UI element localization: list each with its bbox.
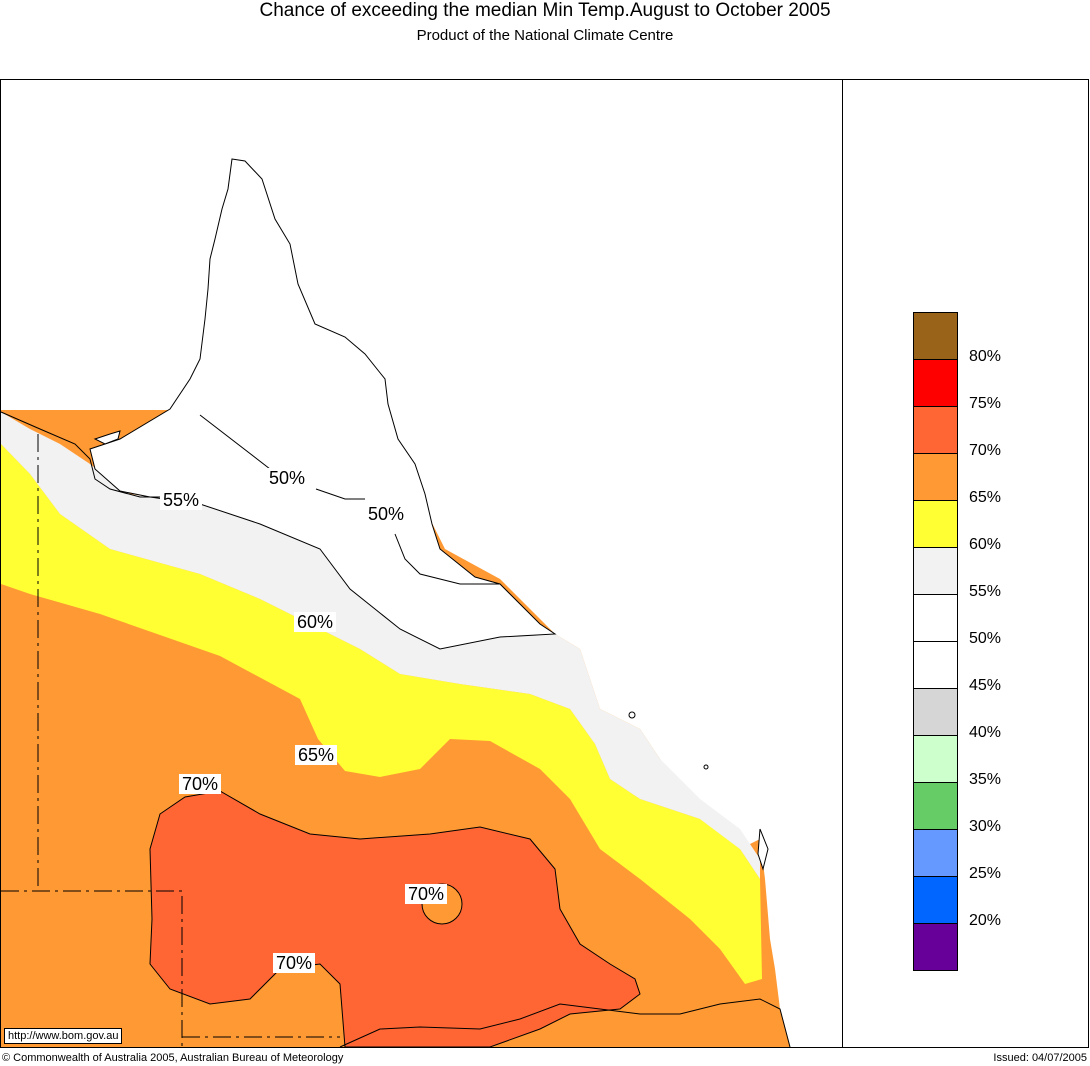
legend-swatch [913,641,958,689]
legend-label: 20% [969,912,1002,929]
map-canvas [0,79,842,1048]
contour-label-50-b: 50% [365,504,408,524]
contour-label-60: 60% [294,612,337,632]
contour-label-50-a: 50% [266,468,309,488]
legend-swatch [913,688,958,736]
legend-swatch [913,829,958,877]
legend-label: 80% [969,348,1002,365]
map-frame [0,79,1089,1048]
legend-swatch [913,359,958,407]
legend-label: 65% [969,489,1002,506]
legend-swatch [913,312,958,360]
region-55-60 [1,412,760,879]
map-title: Chance of exceeding the median Min Temp.… [259,0,831,21]
legend-swatch [913,547,958,595]
legend-divider [842,79,843,1048]
mornington-island [93,430,121,445]
north-area [1,80,841,410]
legend-swatch [913,782,958,830]
contour-label-70-a: 70% [179,774,222,794]
island-small [703,764,709,770]
contour-50-b [394,533,500,585]
legend-label: 25% [969,865,1002,882]
region-70-75 [149,790,641,1048]
island-whitsunday [628,711,636,719]
gulf-coastline [0,411,160,498]
legend-label: 50% [969,630,1002,647]
legend-swatch [913,923,958,971]
legend-swatch [913,500,958,548]
copyright-notice: © Commonwealth of Australia 2005, Austra… [2,1052,344,1064]
border-sa-qld [1,890,183,1047]
region-50-55 [89,158,557,650]
legend-label: 55% [969,583,1002,600]
contour-label-70-c: 70% [273,953,316,973]
legend-swatch [913,453,958,501]
contour-label-70-b: 70% [405,884,448,904]
contour-label-55: 55% [160,490,203,510]
legend-label: 45% [969,677,1002,694]
legend-label: 60% [969,536,1002,553]
state-border-south [339,998,791,1048]
issued-date: Issued: 04/07/2005 [993,1052,1087,1064]
legend-label: 40% [969,724,1002,741]
legend-label: 35% [969,771,1002,788]
contour-50 [199,414,365,500]
legend-swatch [913,735,958,783]
region-60-65 [1,444,762,984]
fraser-island [757,828,769,871]
legend-label: 30% [969,818,1002,835]
legend-label: 70% [969,442,1002,459]
legend-swatch [913,594,958,642]
map-subtitle: Product of the National Climate Centre [416,27,674,44]
bom-url[interactable]: http://www.bom.gov.au [4,1028,123,1044]
legend-swatch [913,876,958,924]
legend-swatch [913,406,958,454]
contour-label-65: 65% [295,745,338,765]
legend-label: 75% [969,395,1002,412]
